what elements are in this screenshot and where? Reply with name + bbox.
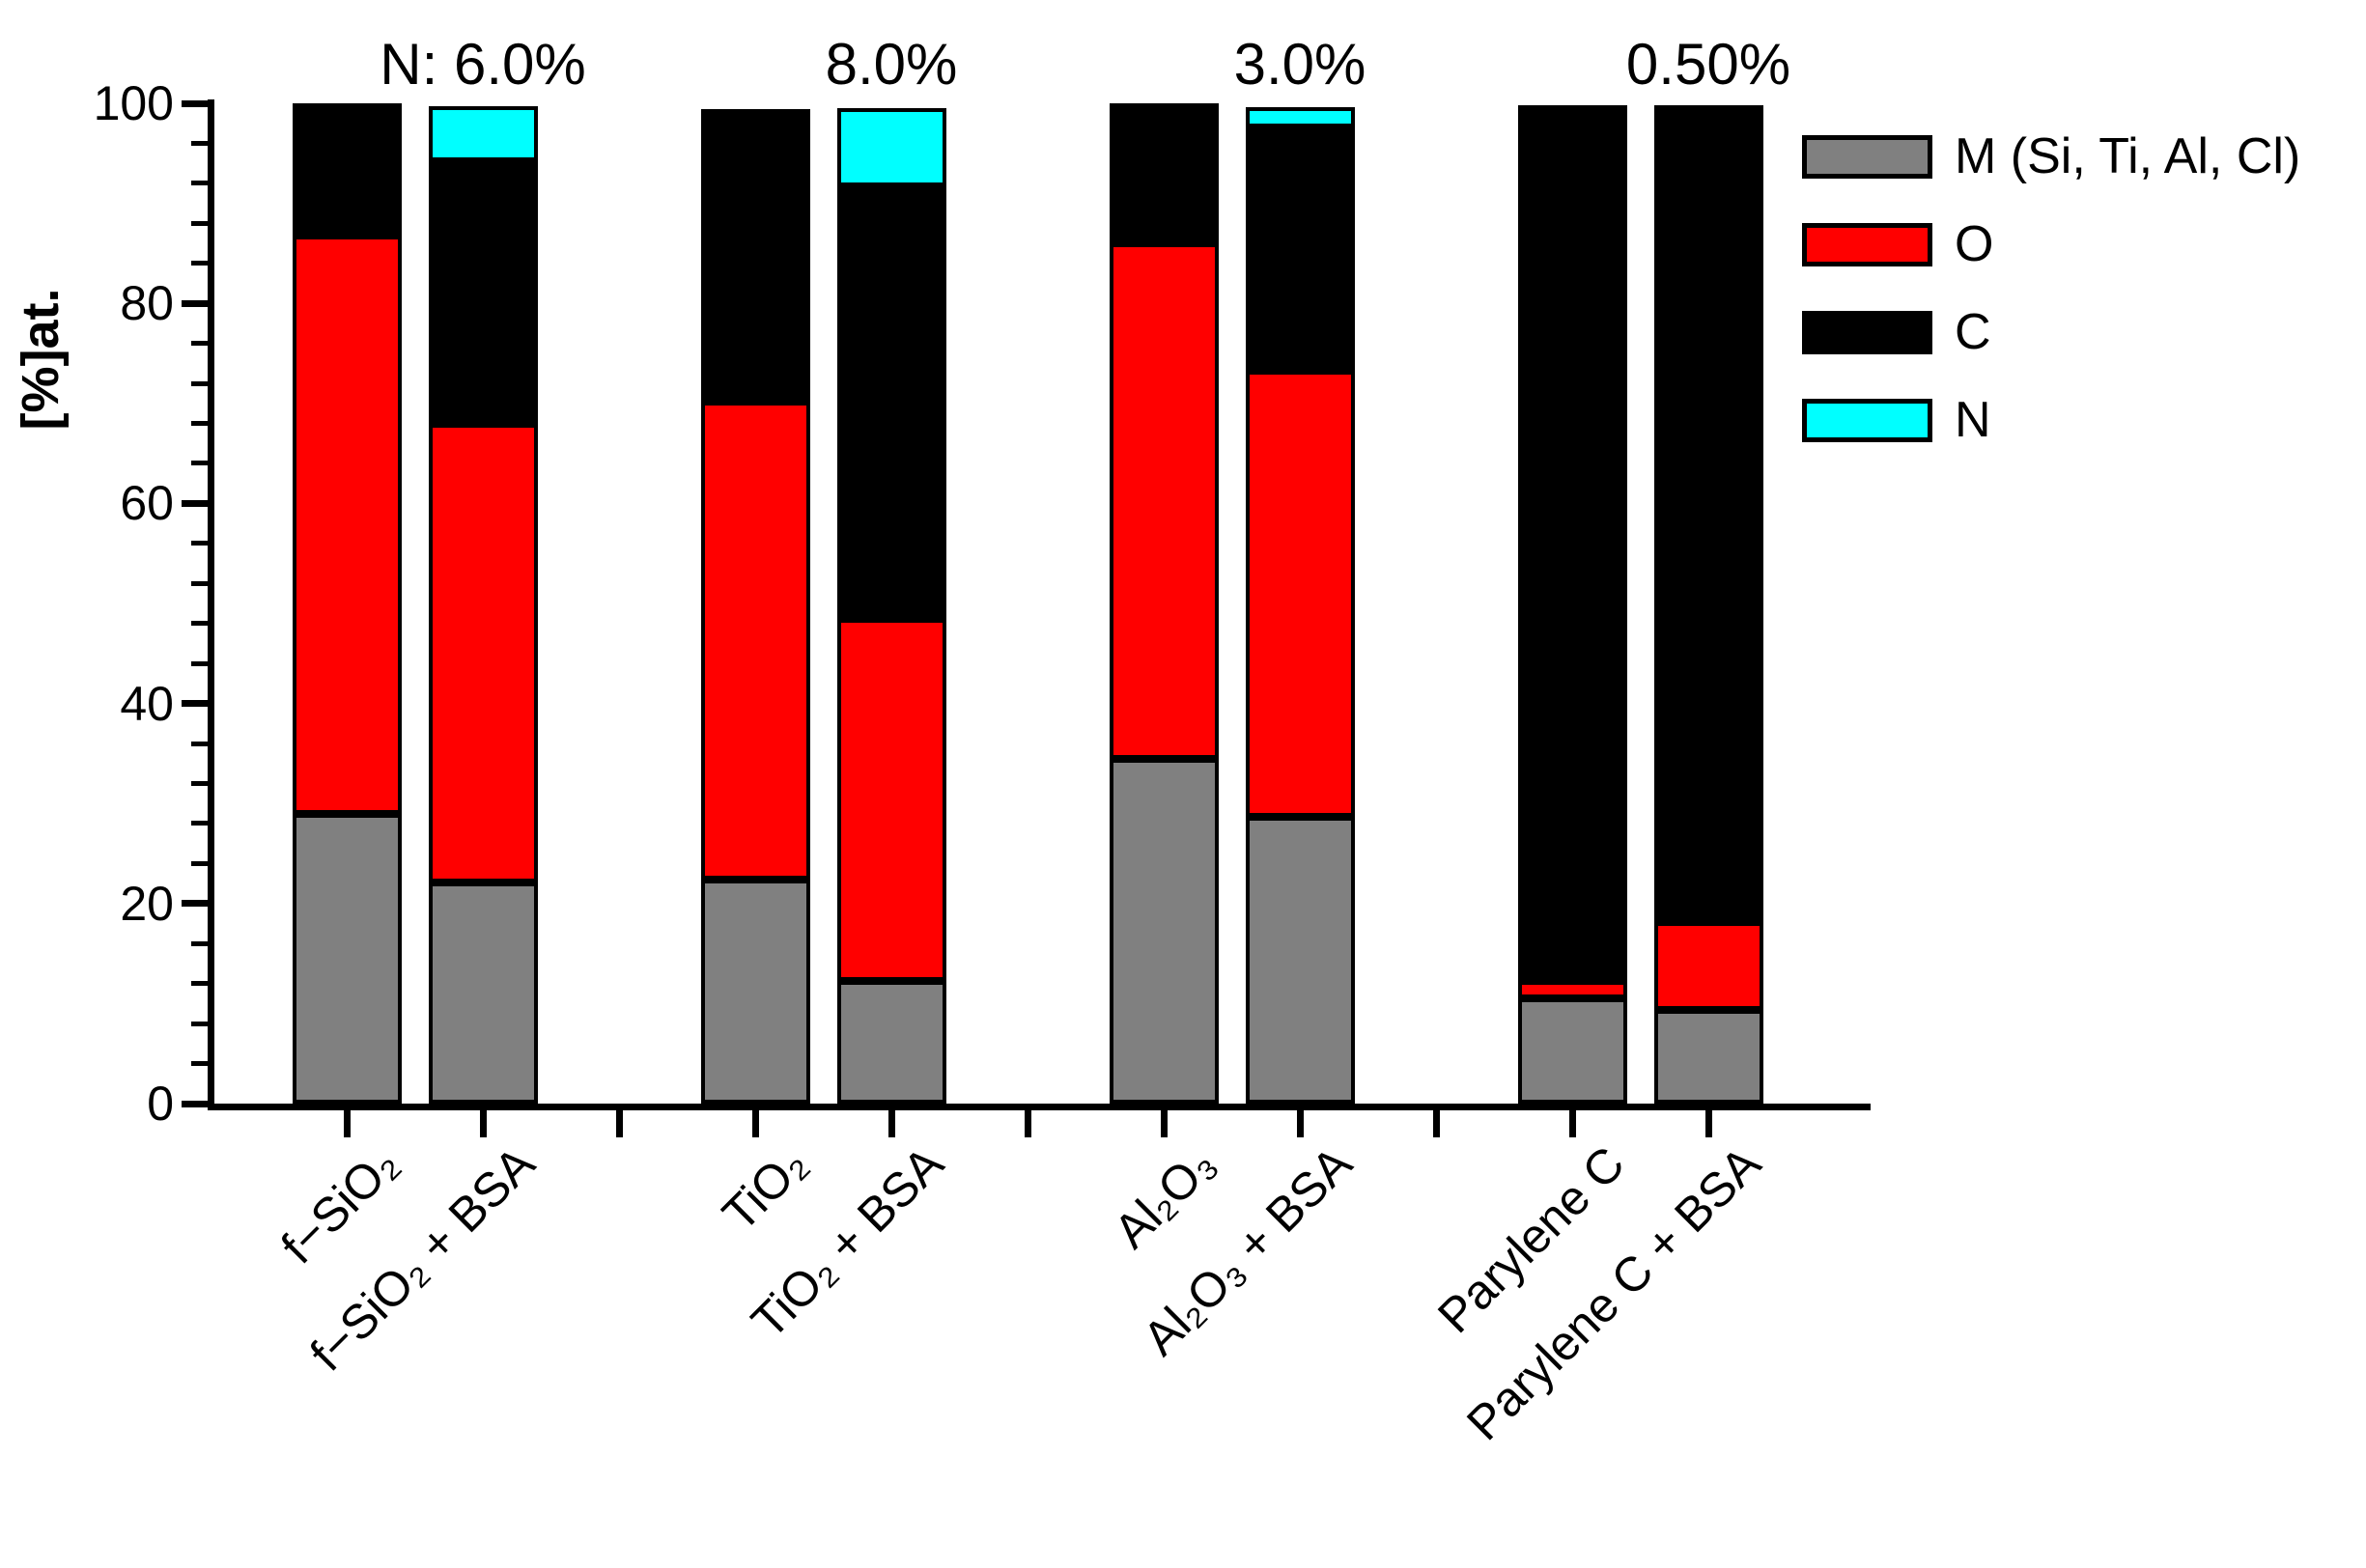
y-minor-tick (191, 261, 208, 266)
bar-segment (428, 161, 538, 424)
bar-segment (428, 106, 538, 162)
bar-segment (1245, 370, 1355, 817)
bar-segment (1517, 980, 1627, 999)
x-tick (1024, 1110, 1031, 1137)
x-tick-label: TiO₂ (712, 1135, 818, 1242)
y-tick-label: 60 (120, 476, 174, 531)
y-minor-tick (191, 341, 208, 347)
y-axis-title: [%]at. (12, 288, 70, 431)
x-tick (887, 1110, 895, 1137)
nitrogen-annotation: 3.0% (1233, 32, 1366, 97)
legend-label: M (Si, Ti, Al, Cl) (1955, 128, 2301, 184)
y-tick-label: 20 (120, 876, 174, 931)
bar-segment (292, 103, 402, 236)
y-minor-tick (191, 660, 208, 666)
legend-swatch-o (1802, 223, 1932, 266)
x-tick (751, 1110, 759, 1137)
x-tick (615, 1110, 623, 1137)
bar-segment (1109, 243, 1219, 759)
bar-segment (836, 618, 946, 981)
y-tick-label: 0 (147, 1077, 174, 1131)
y-axis-line (208, 99, 214, 1110)
y-minor-tick (191, 621, 208, 627)
x-tick (1568, 1110, 1576, 1137)
bar-segment (1109, 103, 1219, 244)
bar-segment (1653, 1009, 1763, 1104)
bar-segment (1653, 105, 1763, 923)
y-minor-tick (191, 580, 208, 586)
x-tick (1296, 1110, 1304, 1137)
y-minor-tick (191, 741, 208, 746)
y-minor-tick (191, 220, 208, 226)
x-tick (479, 1110, 487, 1137)
x-tick-label: Al₂O₃ (1103, 1135, 1226, 1259)
nitrogen-annotation: 8.0% (825, 32, 958, 97)
nitrogen-annotation: N: 6.0% (380, 32, 586, 97)
bar-segment (700, 109, 810, 402)
x-tick (1704, 1110, 1712, 1137)
y-minor-tick (191, 1061, 208, 1067)
x-tick (1160, 1110, 1168, 1137)
bar-segment (700, 879, 810, 1104)
bar-segment (1245, 816, 1355, 1104)
x-tick (343, 1110, 351, 1137)
legend-swatch-n (1802, 399, 1932, 442)
legend-swatch-m (1802, 135, 1932, 179)
legend-label: C (1955, 304, 1991, 360)
y-minor-tick (191, 940, 208, 946)
bar-segment (1653, 922, 1763, 1010)
y-minor-tick (191, 860, 208, 866)
bar-segment (1517, 998, 1627, 1104)
y-major-tick (182, 900, 208, 908)
y-minor-tick (191, 780, 208, 786)
y-tick-label: 100 (93, 76, 174, 130)
y-minor-tick (191, 380, 208, 386)
legend-label: N (1955, 392, 1991, 448)
bar-segment (1109, 758, 1219, 1104)
x-axis-line (208, 1104, 1871, 1110)
y-major-tick (182, 499, 208, 507)
y-major-tick (182, 299, 208, 307)
y-minor-tick (191, 461, 208, 466)
bar-segment (836, 980, 946, 1104)
y-tick-label: 40 (120, 676, 174, 731)
y-minor-tick (191, 421, 208, 427)
bar-segment (292, 235, 402, 814)
bar-segment (1245, 126, 1355, 371)
bar-segment (836, 108, 946, 186)
y-minor-tick (191, 981, 208, 987)
y-minor-tick (191, 181, 208, 186)
y-minor-tick (191, 140, 208, 146)
bar-segment (836, 185, 946, 619)
x-tick (1432, 1110, 1440, 1137)
y-minor-tick (191, 1021, 208, 1026)
bar-segment (428, 423, 538, 883)
bar-segment (700, 401, 810, 880)
nitrogen-annotation: 0.50% (1625, 32, 1791, 97)
bar-segment (428, 882, 538, 1104)
y-major-tick (182, 99, 208, 107)
y-minor-tick (191, 821, 208, 826)
y-major-tick (182, 1100, 208, 1107)
legend-label: O (1955, 216, 1994, 272)
bar-segment (292, 813, 402, 1104)
y-tick-label: 80 (120, 276, 174, 331)
y-minor-tick (191, 541, 208, 546)
y-major-tick (182, 700, 208, 708)
bar-segment (1245, 107, 1355, 127)
legend-swatch-c (1802, 311, 1932, 354)
bar-segment (1517, 105, 1627, 981)
